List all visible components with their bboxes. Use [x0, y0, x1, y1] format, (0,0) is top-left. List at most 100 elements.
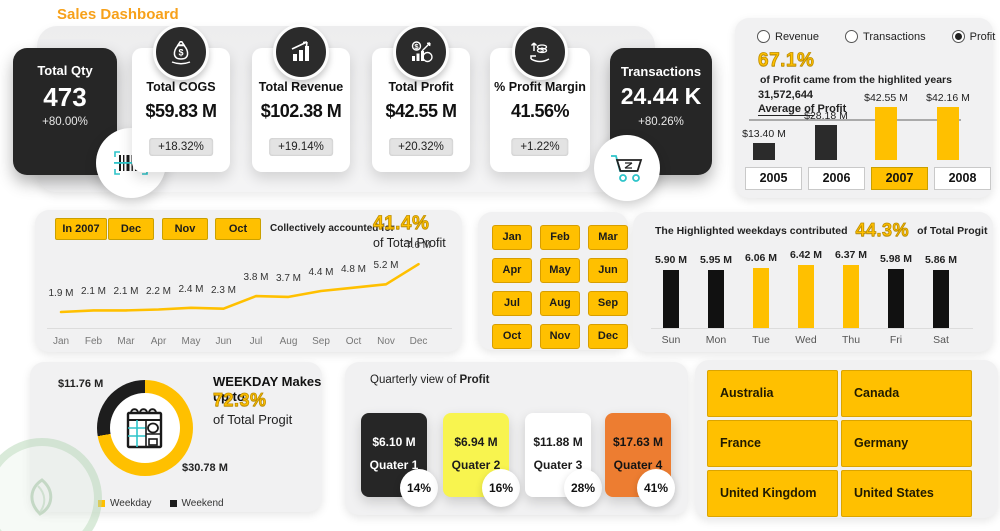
- quarter-value: $11.88 M: [533, 435, 583, 449]
- kpi-label: Total COGS: [146, 80, 216, 94]
- x-tick-aug: Aug: [279, 336, 298, 347]
- month-button-jan[interactable]: Jan: [492, 225, 532, 250]
- x-tick-mar: Mar: [117, 336, 135, 347]
- country-button-germany[interactable]: Germany: [841, 420, 972, 467]
- weekday-bar-fri[interactable]: [888, 269, 904, 328]
- country-button-canada[interactable]: Canada: [841, 370, 972, 417]
- radio-circle-icon[interactable]: [757, 30, 770, 43]
- quarter-label: Quater 4: [613, 458, 663, 472]
- radio-circle-icon[interactable]: [845, 30, 859, 43]
- kpi-value: 24.44 K: [620, 83, 702, 109]
- kpi-card-total-profit: $ Total Profit $42.55 M +20.32%: [372, 24, 470, 172]
- country-button-united-kingdom[interactable]: United Kingdom: [707, 470, 838, 517]
- line-point-label: 5.2 M: [373, 260, 399, 272]
- month-filter-dec[interactable]: Dec: [108, 218, 154, 240]
- x-tick-nov: Nov: [377, 336, 395, 347]
- year-button-2006[interactable]: 2006: [808, 167, 865, 190]
- average-label: Average of Profit: [758, 103, 846, 116]
- weekday-bar-mon[interactable]: [708, 270, 724, 328]
- weekday-bar-sun[interactable]: [663, 270, 679, 328]
- weekday-weekend-panel: $11.76 M $30.78 M WEEKDAY Makes up to 72…: [30, 362, 322, 512]
- quarter-label: Quater 1: [369, 458, 419, 472]
- line-point-label: 4.8 M: [340, 263, 366, 275]
- profit-line-series[interactable]: [35, 210, 462, 352]
- month-filter-oct[interactable]: Oct: [215, 218, 261, 240]
- year-bar-2008[interactable]: [937, 107, 959, 160]
- month-button-mar[interactable]: Mar: [588, 225, 628, 250]
- x-tick-fri: Fri: [889, 334, 903, 346]
- weekday-bar-tue[interactable]: [753, 268, 769, 328]
- line-percentage: 41.4%: [373, 213, 430, 235]
- x-tick-jan: Jan: [52, 336, 70, 347]
- year-filter-button[interactable]: In 2007: [55, 218, 107, 240]
- month-button-jul[interactable]: Jul: [492, 291, 532, 316]
- month-button-apr[interactable]: Apr: [492, 258, 532, 283]
- quarter-card-1: $6.10 M Quater 1: [361, 413, 427, 497]
- quarter-value: $6.94 M: [454, 435, 498, 449]
- quarter-label: Quater 3: [533, 458, 583, 472]
- weekday-bar-sat[interactable]: [933, 270, 949, 328]
- month-button-may[interactable]: May: [540, 258, 580, 283]
- kpi-delta-chip: +18.32%: [149, 138, 213, 156]
- year-button-2005[interactable]: 2005: [745, 167, 802, 190]
- country-slicer-grid: Australia Canada France Germany United Kingd…: [707, 370, 972, 517]
- country-button-australia[interactable]: Australia: [707, 370, 838, 417]
- line-point-label: 2.1 M: [80, 286, 106, 298]
- month-button-feb[interactable]: Feb: [540, 225, 580, 250]
- year-bar-2007[interactable]: [875, 107, 897, 160]
- kpi-value: $42.55 M: [385, 101, 457, 121]
- year-slicer: 2005 2006 2007 2008: [745, 167, 991, 190]
- quarterly-title: Quarterly view of Profit: [370, 374, 490, 386]
- kpi-delta: +80.26%: [638, 116, 684, 128]
- kpi-value: $59.83 M: [145, 101, 217, 121]
- month-button-jun[interactable]: Jun: [588, 258, 628, 283]
- legend-item-weekday: Weekday: [98, 498, 152, 509]
- month-button-aug[interactable]: Aug: [540, 291, 580, 316]
- month-button-nov[interactable]: Nov: [540, 324, 580, 349]
- x-tick-dec: Dec: [409, 336, 428, 347]
- line-point-label: 3.7 M: [275, 272, 301, 284]
- legend-label: Weekend: [181, 498, 224, 509]
- line-point-label: 2.1 M: [113, 286, 139, 298]
- year-bar-value-label: $13.40 M: [742, 128, 786, 140]
- year-bar-2006[interactable]: [815, 125, 837, 160]
- kpi-value: $102.38 M: [260, 101, 342, 121]
- radio-transactions[interactable]: Transactions: [845, 30, 926, 43]
- line-point-label: 2.2 M: [145, 285, 171, 297]
- x-tick-jul: Jul: [249, 336, 263, 347]
- month-filter-nov[interactable]: Nov: [162, 218, 208, 240]
- line-point-label: 3.8 M: [243, 272, 269, 284]
- kpi-value: 41.56%: [510, 101, 570, 121]
- weekday-bar-value-label: 5.86 M: [924, 254, 958, 266]
- x-tick-wed: Wed: [795, 334, 817, 346]
- weekday-caption: The Highlighted weekdays contributed 44.…: [655, 220, 987, 241]
- kpi-delta-chip: +1.22%: [511, 138, 569, 156]
- measure-radio-group: Revenue Transactions Profit: [757, 30, 995, 43]
- radio-revenue[interactable]: Revenue: [757, 30, 819, 43]
- average-label-underlined: Average of: [758, 103, 815, 116]
- radio-circle-icon[interactable]: [951, 30, 965, 43]
- country-slicer-panel: Australia Canada France Germany United Kingd…: [695, 360, 998, 518]
- page-title: Sales Dashboard: [57, 6, 179, 23]
- month-button-oct[interactable]: Oct: [492, 324, 532, 349]
- quarter-pct-badge-1: 14%: [400, 469, 438, 507]
- year-button-2007[interactable]: 2007: [871, 167, 928, 190]
- weekday-bar-thu[interactable]: [843, 265, 859, 328]
- x-tick-apr: Apr: [150, 336, 167, 347]
- year-button-2008[interactable]: 2008: [934, 167, 991, 190]
- x-axis-line: [47, 328, 452, 329]
- donut-percentage: 72.3%: [213, 390, 267, 411]
- month-button-sep[interactable]: Sep: [588, 291, 628, 316]
- month-button-dec[interactable]: Dec: [588, 324, 628, 349]
- country-button-united-states[interactable]: United States: [841, 470, 972, 517]
- radio-profit[interactable]: Profit: [951, 30, 995, 43]
- year-profit-panel: Revenue Transactions Profit 67.1% of Pro…: [735, 18, 995, 198]
- line-point-label: 2.4 M: [178, 283, 204, 295]
- weekday-bar-wed[interactable]: [798, 265, 814, 328]
- radio-label: Transactions: [863, 30, 926, 43]
- year-bar-2005[interactable]: [753, 143, 775, 160]
- kpi-label: Total Profit: [388, 80, 454, 94]
- profit-coin-icon: $: [393, 24, 449, 80]
- country-button-france[interactable]: France: [707, 420, 838, 467]
